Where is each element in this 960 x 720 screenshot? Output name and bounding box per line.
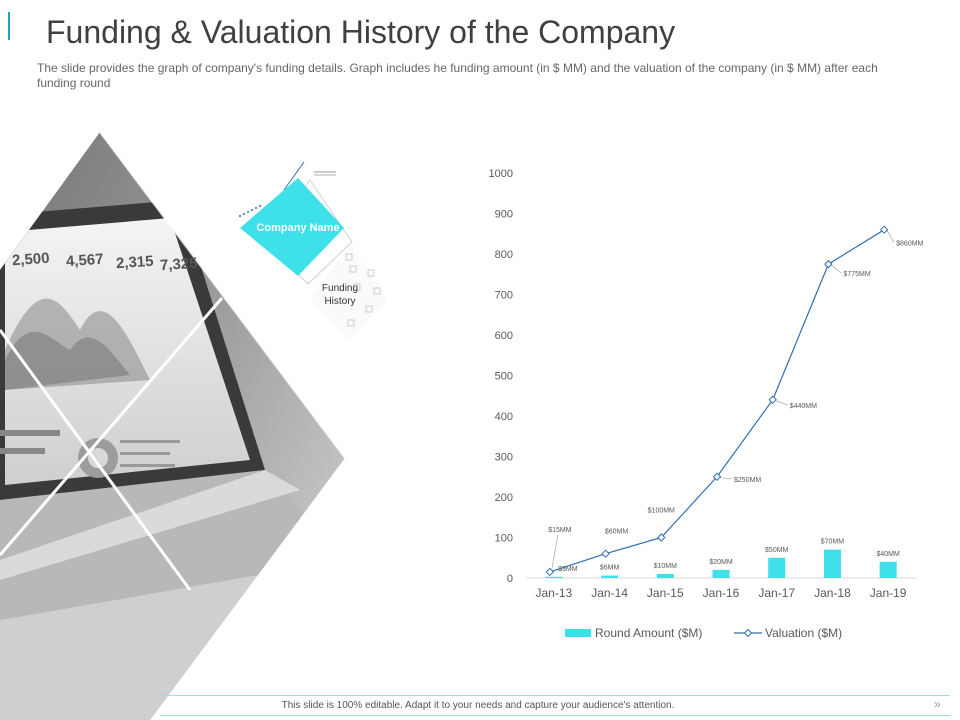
bar-round-amount (601, 575, 619, 578)
y-tick-label: 300 (495, 452, 513, 464)
y-tick-label: 200 (495, 492, 513, 504)
valuation-point-marker (657, 533, 666, 542)
x-tick-label: Jan-19 (870, 586, 907, 600)
bar-data-label: $20MM (709, 559, 733, 566)
bar-round-amount (879, 561, 897, 578)
bar-round-amount (823, 549, 841, 578)
legend-label-valuation: Valuation ($M) (765, 626, 842, 640)
bar-data-label: $3MM (558, 566, 578, 573)
x-tick-label: Jan-17 (758, 586, 795, 600)
diagram-accent-line (283, 161, 305, 191)
valuation-data-label: $775MM (843, 271, 870, 278)
company-name-label: Company Name (256, 222, 340, 234)
y-tick-label: 100 (495, 533, 513, 545)
valuation-point-marker (768, 395, 777, 405)
bar-data-label: $6MM (600, 565, 620, 572)
valuation-point-marker (712, 472, 722, 481)
photo-kpi-3: 2,315 (115, 252, 155, 273)
photo-kpi-layer: 2,500 4,567 2,315 7,325 (0, 0, 350, 720)
laptop-dashboard-photo (0, 131, 346, 720)
slide-title: Funding & Valuation History of the Compa… (46, 14, 676, 50)
legend-swatch-round-amount (565, 629, 591, 637)
funding-history-label: Funding History (321, 283, 359, 307)
bar-round-amount (768, 557, 786, 578)
y-tick-label: 500 (495, 371, 513, 383)
y-tick-label: 800 (495, 249, 513, 261)
y-tick-label: 600 (495, 330, 513, 342)
valuation-leader-line (886, 230, 895, 243)
x-tick-label: Jan-13 (536, 586, 573, 600)
valuation-data-label: $60MM (605, 529, 629, 536)
y-tick-label: 400 (495, 411, 513, 423)
valuation-leader-line (775, 400, 788, 406)
valuation-line (549, 229, 885, 573)
legend-marker-valuation (743, 628, 753, 638)
next-slide-arrow-icon[interactable]: » (934, 697, 941, 711)
footer-bottom-line (160, 715, 950, 716)
valuation-point-marker (545, 567, 555, 577)
valuation-leader-line (719, 477, 733, 480)
legend-label-round-amount: Round Amount ($M) (595, 626, 702, 640)
valuation-leader-line (551, 534, 559, 569)
bar-data-label: $40MM (876, 551, 900, 558)
funding-diamond (310, 244, 388, 340)
y-tick-label: 900 (495, 209, 513, 221)
slide-subtitle: The slide provides the graph of company'… (37, 61, 878, 90)
valuation-data-label: $860MM (896, 241, 923, 248)
y-tick-label: 700 (495, 290, 513, 302)
bar-data-label: $50MM (765, 547, 789, 554)
bar-round-amount (545, 576, 563, 578)
valuation-point-marker (824, 259, 833, 269)
bar-round-amount (656, 573, 674, 578)
valuation-data-label: $440MM (790, 403, 817, 410)
company-diamond-diagram (239, 161, 388, 340)
title-accent-bar (8, 12, 10, 40)
y-tick-label: 1000 (489, 168, 513, 180)
bar-data-label: $70MM (821, 539, 845, 546)
photo-kpi-1: 2,500 (11, 249, 51, 270)
x-tick-label: Jan-16 (703, 586, 740, 600)
footer-top-line (160, 695, 950, 696)
valuation-data-label: $100MM (648, 508, 675, 515)
x-tick-label: Jan-15 (647, 586, 684, 600)
valuation-leader-line (831, 264, 842, 274)
x-tick-label: Jan-18 (814, 586, 851, 600)
company-diamond (240, 178, 344, 276)
photo-kpi-2: 4,567 (65, 250, 105, 271)
valuation-data-label: $250MM (734, 477, 761, 484)
photo-kpi-4: 7,325 (159, 254, 199, 275)
valuation-point-marker (879, 225, 889, 234)
x-tick-label: Jan-14 (591, 586, 628, 600)
valuation-point-marker (601, 549, 610, 558)
y-tick-label: 0 (507, 573, 513, 585)
valuation-data-label: $15MM (548, 527, 572, 534)
bar-round-amount (712, 569, 730, 578)
funding-valuation-chart: 0 100 200 300 400 500 600 700 800 900 1000 Jan-13 Ja… (489, 168, 924, 640)
bar-data-label: $10MM (654, 563, 678, 570)
footer-text: This slide is 100% editable. Adapt it to… (281, 700, 675, 711)
